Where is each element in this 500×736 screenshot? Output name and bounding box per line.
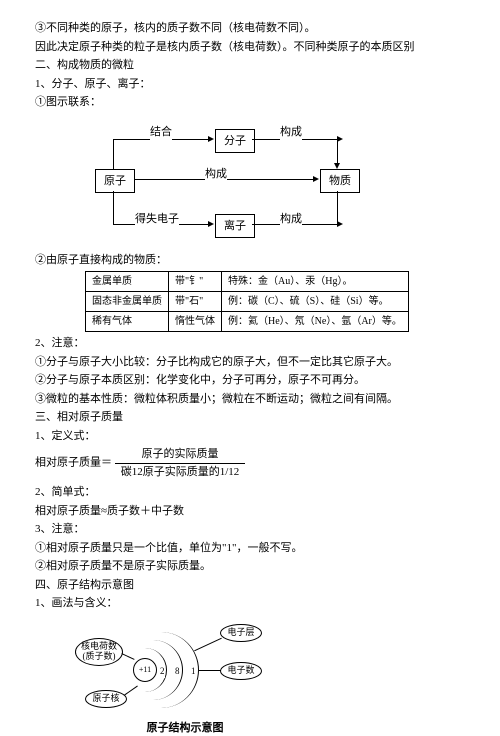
node-atom: 原子	[95, 169, 135, 194]
item-1-1: ①图示联系：	[35, 94, 465, 111]
cell: 固态非金属单质	[86, 292, 169, 312]
note-2: ②分子与原子本质区别：化学变化中，分子可再分，原子不可再分。	[35, 372, 465, 389]
conn-3	[199, 670, 221, 671]
e2: 8	[175, 665, 180, 679]
cell: 例：碳（C）、硫（S）、硅（Si）等。	[222, 292, 409, 312]
item-1-2: ②由原子直接构成的物质：	[35, 252, 465, 269]
label-nucleus: 原子核	[85, 690, 127, 708]
node-matter: 物质	[320, 169, 360, 194]
heading-four: 四、原子结构示意图	[35, 577, 465, 594]
note-3-1: ①相对原子质量只是一个比值，单位为"1"，一般不写。	[35, 540, 465, 557]
heading-three: 三、相对原子质量	[35, 409, 465, 426]
item-4-1: 1、画法与含义：	[35, 595, 465, 612]
e3: 1	[191, 665, 196, 679]
formula-label: 相对原子质量＝	[35, 457, 112, 469]
diagram-caption: 原子结构示意图	[75, 720, 295, 736]
arrow	[337, 139, 338, 163]
particle-diagram: 原子 分子 离子 物质 结合 构成 构成 得失电子 构成	[95, 119, 365, 244]
heading-two: 二、构成物质的微粒	[35, 57, 465, 74]
t: 核电荷数(质子数)	[81, 642, 117, 662]
label-nuclear-charge: 核电荷数(质子数)	[75, 638, 123, 666]
label-shell: 电子层	[220, 624, 262, 642]
cell: 例：氦（He）、氖（Ne）、氩（Ar）等。	[222, 312, 409, 332]
numerator: 原子的实际质量	[115, 446, 246, 464]
note-3: ③微粒的基本性质：微粒体积质量小；微粒在不断运动；微粒之间有间隔。	[35, 391, 465, 408]
label-combine: 结合	[150, 124, 172, 141]
cell: 惰性气体	[169, 312, 222, 332]
item-3-3: 3、注意：	[35, 521, 465, 538]
label-electron: 电子数	[220, 662, 262, 680]
label-compose-2: 构成	[205, 166, 227, 183]
line	[113, 139, 114, 169]
para-conclusion: 因此决定原子种类的粒子是核内质子数（核电荷数）。不同种类原子的本质区别	[35, 39, 465, 56]
node-molecule: 分子	[215, 129, 255, 154]
note-1: ①分子与原子大小比较：分子比构成它的原子大，但不一定比其它原子大。	[35, 354, 465, 371]
label-compose-3: 构成	[280, 211, 302, 228]
node-ion: 离子	[215, 214, 255, 239]
item-3-2: 2、简单式：	[35, 484, 465, 501]
line	[113, 191, 114, 224]
fraction: 原子的实际质量 碳12原子实际质量的1/12	[115, 446, 246, 480]
formula-definition: 相对原子质量＝ 原子的实际质量 碳12原子实际质量的1/12	[35, 446, 465, 480]
cell: 稀有气体	[86, 312, 169, 332]
label-compose-1: 构成	[280, 124, 302, 141]
e1: 2	[160, 665, 165, 679]
item-3-1: 1、定义式：	[35, 428, 465, 445]
note-3-2: ②相对原子质量不是原子实际质量。	[35, 558, 465, 575]
item-1: 1、分子、原子、离子：	[35, 76, 465, 93]
item-2: 2、注意：	[35, 335, 465, 352]
substance-table: 金属单质 带"钅" 特殊：金（Au）、汞（Hg）。 固态非金属单质 带"石" 例…	[85, 271, 409, 332]
cell: 特殊：金（Au）、汞（Hg）。	[222, 272, 409, 292]
line	[337, 191, 338, 224]
formula-simple: 相对原子质量≈质子数＋中子数	[35, 503, 465, 520]
cell: 金属单质	[86, 272, 169, 292]
para-3: ③不同种类的原子，核内的质子数不同（核电荷数不同）。	[35, 20, 465, 37]
conn-2	[194, 637, 222, 651]
atom-structure-diagram: +11 2 8 1 核电荷数(质子数) 电子层 电子数 原子核	[75, 618, 295, 718]
label-losegain: 得失电子	[135, 211, 179, 228]
cell: 带"石"	[169, 292, 222, 312]
denominator: 碳12原子实际质量的1/12	[115, 464, 246, 481]
cell: 带"钅"	[169, 272, 222, 292]
